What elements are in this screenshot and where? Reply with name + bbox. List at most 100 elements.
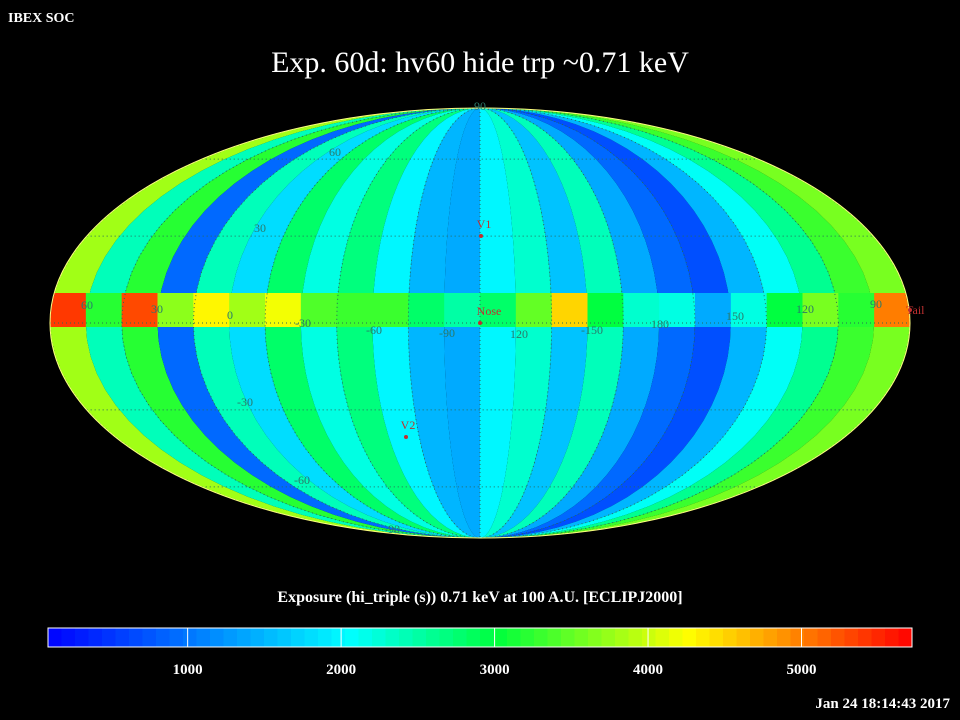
colorbar-segment bbox=[304, 628, 319, 647]
meridian bbox=[336, 108, 481, 538]
colorbar-segment bbox=[507, 628, 521, 647]
longitude-label: -90 bbox=[439, 326, 455, 340]
colorbar-segment bbox=[736, 628, 751, 647]
meridian bbox=[479, 108, 768, 538]
colorbar-segment bbox=[480, 628, 494, 647]
marker-dot bbox=[479, 234, 483, 238]
colorbar-segment bbox=[534, 628, 548, 647]
ecliptic-cell bbox=[265, 293, 302, 327]
marker-dot bbox=[404, 435, 408, 439]
graticule bbox=[50, 108, 910, 538]
ecliptic-cell bbox=[730, 293, 768, 327]
colorbar-segment bbox=[399, 628, 413, 647]
map-outline bbox=[49, 107, 911, 539]
colorbar-segment bbox=[628, 628, 643, 647]
exposure-band bbox=[480, 108, 660, 538]
map-labels: 90 60 30 -30 -60 -90 60 30 0 -30 -60 -90 120 -150 180 1… bbox=[81, 99, 925, 536]
ecliptic-cell bbox=[623, 293, 660, 327]
meridian bbox=[407, 108, 481, 538]
longitude-label: -150 bbox=[581, 323, 603, 337]
ecliptic-cell bbox=[229, 293, 266, 327]
marker-label: Nose bbox=[477, 304, 502, 318]
ecliptic-cell bbox=[874, 293, 910, 327]
ecliptic-cell bbox=[408, 293, 445, 327]
marker-dot bbox=[908, 308, 912, 312]
ecliptic-cell bbox=[766, 293, 803, 327]
longitude-label: 0 bbox=[227, 308, 233, 322]
ecliptic-cell bbox=[336, 293, 373, 327]
longitude-label: 120 bbox=[796, 302, 814, 316]
ecliptic-cell bbox=[802, 293, 839, 327]
longitude-label: 60 bbox=[81, 298, 93, 312]
ecliptic-cell bbox=[695, 293, 732, 327]
colorbar-segment bbox=[331, 628, 346, 647]
latitude-label: -60 bbox=[294, 473, 310, 487]
colorbar-segment bbox=[291, 628, 305, 647]
colorbar-segment bbox=[169, 628, 184, 647]
colorbar-segment bbox=[858, 628, 872, 647]
colorbar-segment bbox=[655, 628, 670, 647]
colorbar-segment bbox=[898, 628, 913, 647]
ecliptic-cell bbox=[838, 293, 875, 327]
colorbar-segment bbox=[156, 628, 170, 647]
colorbar-segment bbox=[426, 628, 440, 647]
timestamp: Jan 24 18:14:43 2017 bbox=[815, 696, 950, 712]
longitude-label: 150 bbox=[726, 309, 744, 323]
colorbar-segment bbox=[574, 628, 589, 647]
colorbar-segment bbox=[250, 628, 265, 647]
longitude-label: -30 bbox=[295, 316, 311, 330]
meridian bbox=[479, 108, 624, 538]
colorbar-segment bbox=[696, 628, 710, 647]
colorbar-segment bbox=[223, 628, 238, 647]
ecliptic-cell bbox=[372, 293, 409, 327]
colorbar-segment bbox=[345, 628, 359, 647]
marker-label: V1 bbox=[477, 217, 492, 231]
exposure-band bbox=[229, 108, 480, 538]
colorbar-segment bbox=[588, 628, 602, 647]
colorbar-segment bbox=[129, 628, 143, 647]
colorbar-segment bbox=[669, 628, 683, 647]
colorbar-segment bbox=[750, 628, 764, 647]
colorbar-segment bbox=[493, 628, 508, 647]
colorbar-segment bbox=[115, 628, 130, 647]
colorbar-segment bbox=[453, 628, 467, 647]
longitude-label: 180 bbox=[651, 317, 669, 331]
colorbar-segment bbox=[48, 628, 62, 647]
colorbar-segment bbox=[831, 628, 845, 647]
meridian bbox=[479, 108, 696, 538]
colorbar-segment bbox=[385, 628, 400, 647]
longitude-label: 120 bbox=[510, 327, 528, 341]
colorbar-tick-label: 1000 bbox=[173, 662, 203, 678]
ecliptic-cell bbox=[157, 293, 194, 327]
marker-dot bbox=[478, 321, 482, 325]
colorbar-segment bbox=[358, 628, 373, 647]
colorbar-segment bbox=[871, 628, 886, 647]
colorbar-segment bbox=[547, 628, 562, 647]
colorbar-segment bbox=[790, 628, 805, 647]
colorbar-segment bbox=[466, 628, 481, 647]
ecliptic-cell bbox=[444, 293, 481, 327]
longitude-label: 30 bbox=[151, 302, 163, 316]
exposure-band bbox=[480, 108, 695, 538]
latitude-label: -30 bbox=[237, 395, 253, 409]
exposure-band bbox=[480, 108, 624, 538]
colorbar-tick-label: 2000 bbox=[326, 662, 356, 678]
colorbar-segment bbox=[237, 628, 251, 647]
colorbar-segment bbox=[183, 628, 197, 647]
colorbar-tick-label: 5000 bbox=[787, 662, 817, 678]
colorbar-segment bbox=[642, 628, 656, 647]
colorbar-segment bbox=[277, 628, 292, 647]
ecliptic-cell bbox=[480, 293, 517, 327]
exposure-band bbox=[372, 108, 480, 538]
exposure-band bbox=[480, 108, 588, 538]
colorbar-segment bbox=[561, 628, 575, 647]
colorbar: 1000 2000 3000 4000 5000 bbox=[47, 627, 913, 678]
meridian bbox=[192, 108, 481, 538]
exposure-band bbox=[480, 108, 731, 538]
exposure-band bbox=[336, 108, 480, 538]
ecliptic-cell bbox=[193, 293, 230, 327]
colorbar-segment bbox=[318, 628, 332, 647]
exposure-band bbox=[408, 108, 480, 538]
longitude-label: 90 bbox=[870, 297, 882, 311]
